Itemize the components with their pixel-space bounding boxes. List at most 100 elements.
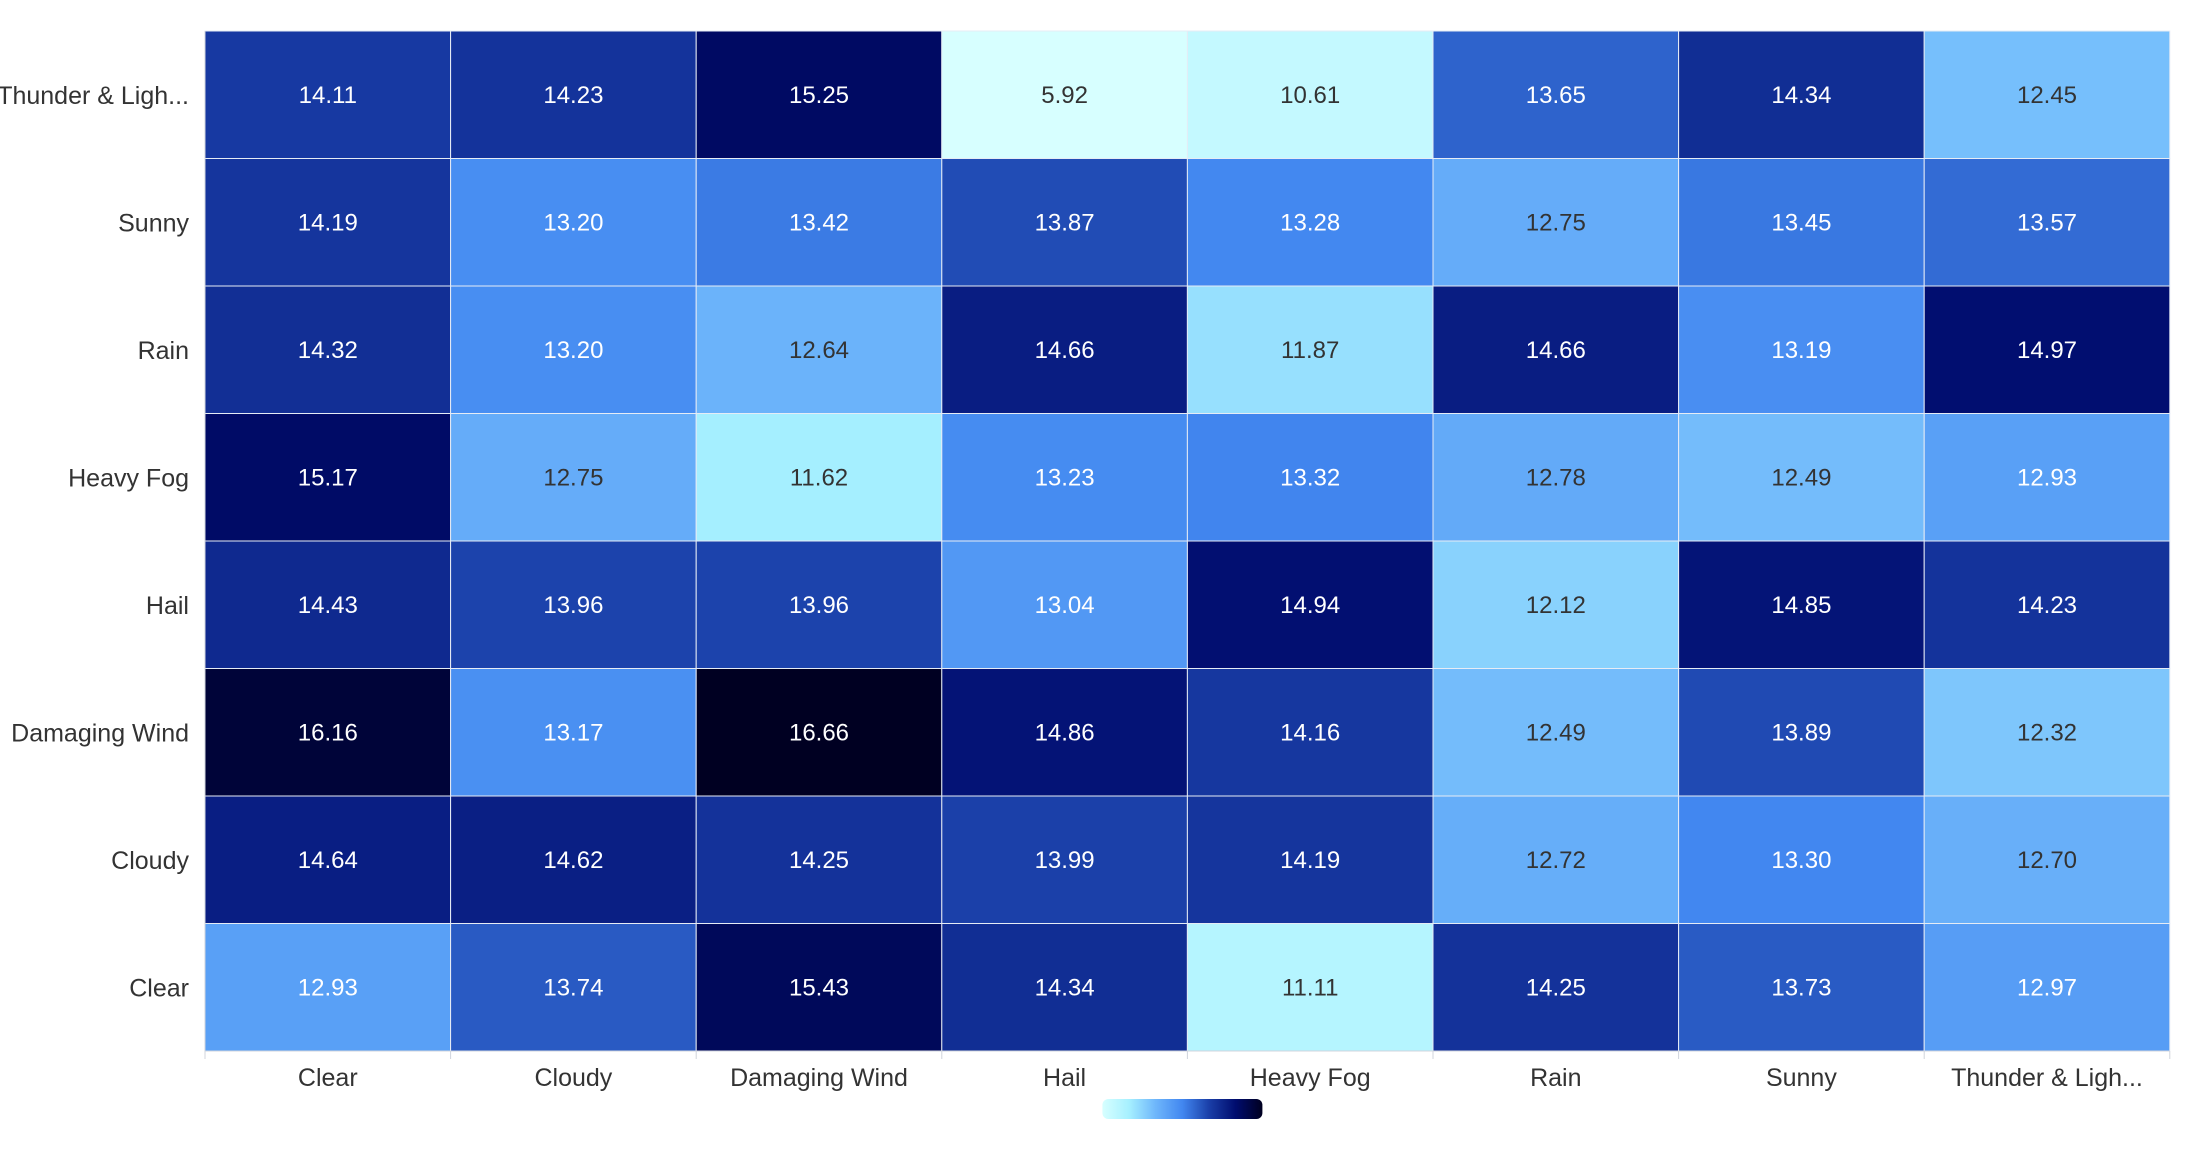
y-tick-label: Sunny: [118, 209, 189, 237]
cell-value-label: 13.30: [1771, 847, 1831, 874]
cell-value-label: 14.25: [1526, 974, 1586, 1001]
cell-value-label: 13.20: [543, 209, 603, 236]
heatmap-cell[interactable]: [695, 795, 943, 924]
heatmap-cell[interactable]: [204, 30, 452, 159]
heatmap-cell[interactable]: [941, 413, 1188, 542]
cell-value-label: 14.94: [1280, 592, 1340, 619]
heatmap-cell[interactable]: [450, 285, 697, 414]
heatmap-cell[interactable]: [1186, 923, 1434, 1052]
heatmap-cell[interactable]: [1186, 540, 1434, 669]
cell-value-label: 15.43: [789, 974, 849, 1001]
cell-value-label: 11.62: [790, 464, 848, 491]
cell-value-label: 14.85: [1771, 592, 1831, 619]
heatmap-cell[interactable]: [941, 158, 1188, 287]
heatmap-cell[interactable]: [1923, 285, 2171, 414]
heatmap-cell[interactable]: [1186, 413, 1434, 542]
heatmap-cell[interactable]: [695, 540, 943, 669]
cell-value-label: 14.43: [298, 592, 358, 619]
heatmap-cell[interactable]: [1923, 923, 2171, 1052]
cell-value-label: 14.23: [543, 82, 603, 109]
y-tick-label: Thunder & Ligh...: [0, 82, 189, 110]
heatmap-cell[interactable]: [450, 30, 697, 159]
cell-value-label: 13.57: [2017, 209, 2077, 236]
heatmap-cell[interactable]: [1432, 795, 1680, 924]
cell-value-label: 16.66: [789, 719, 849, 746]
heatmap-cell[interactable]: [1186, 158, 1434, 287]
heatmap-cell[interactable]: [941, 540, 1188, 669]
cell-value-label: 12.32: [2017, 719, 2077, 746]
heatmap-cell[interactable]: [695, 285, 943, 414]
x-tick-label: Hail: [1043, 1064, 1086, 1092]
cell-value-label: 13.89: [1771, 719, 1831, 746]
cell-value-label: 14.23: [2017, 592, 2077, 619]
heatmap-cell[interactable]: [1432, 923, 1680, 1052]
cell-value-label: 15.17: [298, 464, 358, 491]
cell-value-label: 10.61: [1280, 82, 1340, 109]
heatmap-cell[interactable]: [450, 795, 697, 924]
cell-value-label: 14.16: [1280, 719, 1340, 746]
heatmap-cell[interactable]: [1678, 668, 1925, 797]
heatmap-cell[interactable]: [1432, 158, 1680, 287]
cell-value-label: 12.64: [789, 337, 849, 364]
cell-value-label: 13.17: [543, 719, 603, 746]
heatmap-cell[interactable]: [204, 795, 452, 924]
cell-value-label: 13.32: [1280, 464, 1340, 491]
heatmap-cell[interactable]: [204, 413, 452, 542]
x-tick-label: Heavy Fog: [1250, 1064, 1371, 1092]
heatmap-cell[interactable]: [450, 540, 697, 669]
color-legend-bar[interactable]: [1102, 1099, 1263, 1119]
y-tick-label: Rain: [138, 337, 189, 365]
cell-value-label: 13.96: [789, 592, 849, 619]
y-tick-label: Cloudy: [111, 847, 189, 875]
heatmap-cell[interactable]: [1923, 795, 2171, 924]
heatmap-cell[interactable]: [941, 30, 1188, 159]
x-tick-label: Cloudy: [534, 1064, 612, 1092]
heatmap-cell[interactable]: [1678, 540, 1925, 669]
heatmap-cell[interactable]: [1432, 285, 1680, 414]
heatmap-cell[interactable]: [1186, 30, 1434, 159]
cell-value-label: 12.97: [2017, 974, 2077, 1001]
heatmap-cell[interactable]: [1432, 30, 1680, 159]
heatmap-cell[interactable]: [1678, 158, 1925, 287]
heatmap-cell[interactable]: [1186, 668, 1434, 797]
heatmap-cell[interactable]: [1923, 30, 2171, 159]
heatmap-cell[interactable]: [450, 158, 697, 287]
heatmap-cell[interactable]: [695, 923, 943, 1052]
y-tick-label: Heavy Fog: [68, 464, 189, 492]
cell-value-label: 13.65: [1526, 82, 1586, 109]
heatmap-cell[interactable]: [695, 30, 943, 159]
heatmap-cell[interactable]: [1678, 30, 1925, 159]
heatmap-cell[interactable]: [1432, 540, 1680, 669]
heatmap-cell[interactable]: [450, 668, 697, 797]
heatmap-cell[interactable]: [1186, 795, 1434, 924]
cell-value-label: 12.75: [543, 464, 603, 491]
heatmap-cell[interactable]: [941, 668, 1188, 797]
cell-value-label: 14.62: [543, 847, 603, 874]
heatmap-cell[interactable]: [1678, 795, 1925, 924]
cell-value-label: 14.19: [298, 209, 358, 236]
heatmap-cell[interactable]: [1186, 285, 1434, 414]
heatmap-cell[interactable]: [1678, 413, 1925, 542]
cell-value-label: 12.70: [2017, 847, 2077, 874]
heatmap-cell[interactable]: [695, 668, 943, 797]
x-tick-label: Damaging Wind: [730, 1064, 908, 1092]
cell-value-label: 12.49: [1526, 719, 1586, 746]
heatmap-cell[interactable]: [204, 285, 452, 414]
cell-value-label: 16.16: [298, 719, 358, 746]
heatmap-cell[interactable]: [695, 413, 943, 542]
heatmap-cell[interactable]: [1432, 668, 1680, 797]
heatmap-cell[interactable]: [450, 413, 697, 542]
heatmap-cell[interactable]: [1678, 285, 1925, 414]
heatmap-cell[interactable]: [1923, 158, 2171, 287]
cell-value-label: 13.04: [1035, 592, 1095, 619]
heatmap-cell[interactable]: [1923, 540, 2171, 669]
y-axis: Thunder & Ligh... Sunny Rain Heavy Fog Hail D…: [0, 31, 206, 1051]
heatmap-cell[interactable]: [1923, 668, 2171, 797]
heatmap-cell[interactable]: [941, 285, 1188, 414]
cell-value-label: 13.19: [1771, 337, 1831, 364]
cell-value-label: 5.92: [1041, 82, 1088, 109]
cell-value-label: 12.45: [2017, 82, 2077, 109]
cell-value-label: 12.93: [2017, 464, 2077, 491]
cell-value-label: 12.72: [1526, 847, 1586, 874]
cell-value-label: 13.28: [1280, 209, 1340, 236]
